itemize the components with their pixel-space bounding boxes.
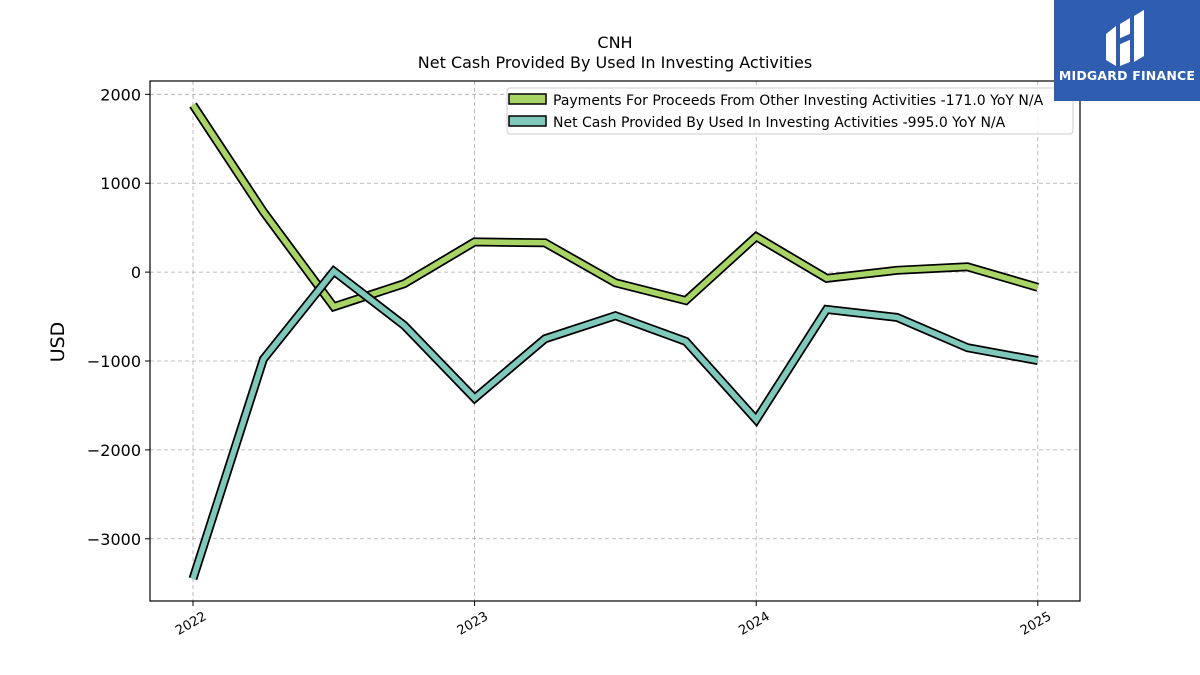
midgard-finance-logo: MIDGARD FINANCE <box>1054 0 1200 101</box>
legend-label-net-cash: Net Cash Provided By Used In Investing A… <box>553 115 1006 131</box>
legend-box <box>506 87 1074 135</box>
grid <box>150 81 1080 601</box>
series-lines <box>188 102 1040 581</box>
legend: Payments For Proceeds From Other Investi… <box>506 87 1074 135</box>
y-tick-label: 2000 <box>100 85 141 104</box>
chart-title: CNH <box>597 33 632 52</box>
y-tick-label: 1000 <box>100 174 141 193</box>
series-line <box>190 103 1039 311</box>
series-0 <box>189 102 1040 313</box>
y-tick-label: −1000 <box>87 352 141 371</box>
y-tick-label: −2000 <box>87 441 141 460</box>
legend-swatch-net-cash <box>508 115 547 127</box>
x-tick-label: 2025 <box>1018 609 1054 639</box>
series-line <box>190 267 1039 580</box>
y-axis-label: USD <box>47 322 69 363</box>
logo-text: MIDGARD FINANCE <box>1058 68 1196 83</box>
plot-frame <box>149 80 1081 602</box>
logo-mark-icon <box>1106 10 1144 66</box>
x-tick-label: 2022 <box>173 609 209 639</box>
x-tick-label: 2023 <box>455 609 491 639</box>
legend-label-payments: Payments For Proceeds From Other Investi… <box>553 93 1044 109</box>
x-tick-label: 2024 <box>736 609 772 639</box>
y-tick-label: 0 <box>131 263 141 282</box>
series-line-outline <box>189 102 1040 313</box>
chart-subtitle: Net Cash Provided By Used In Investing A… <box>418 53 812 72</box>
series-1 <box>188 264 1039 581</box>
legend-swatch-payments <box>508 93 547 105</box>
y-tick-label: −3000 <box>87 530 141 549</box>
